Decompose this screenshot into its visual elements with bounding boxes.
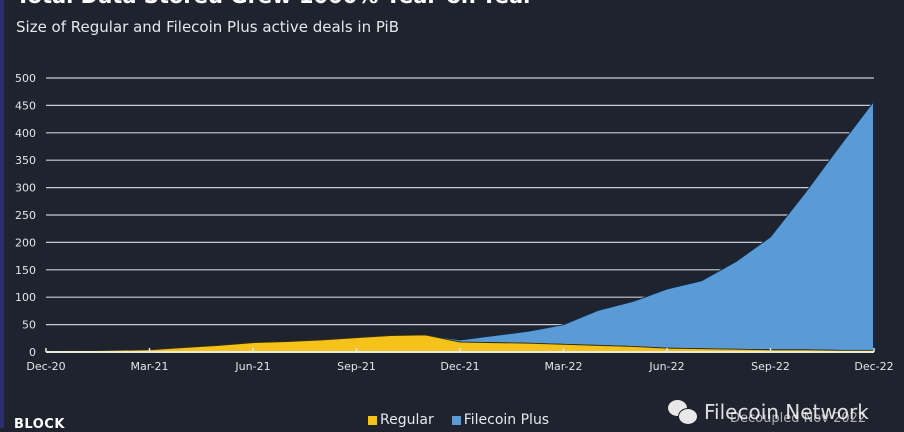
area-filecoin-plus [45,99,875,352]
left-edge-bar [0,0,4,428]
x-axis: Dec-20 Mar-21 Jun-21 Sep-21 Dec-21 Mar-22 Jun-… [26,348,894,373]
area-chart: Dec-20 Mar-21 Jun-21 Sep-21 Dec-21 Mar-22 Jun-… [15,72,894,373]
chart-title: Total Data Stored Grew 1000% Year-on-Yea… [16,0,534,8]
area-regular [45,334,875,353]
y-tick-label: 200 [15,236,36,249]
legend-label-regular: Regular [380,412,434,428]
y-tick-label: 300 [15,182,36,195]
y-tick-label: 0 [29,346,36,359]
x-tick-label: Dec-21 [440,360,479,373]
y-tick-label: 100 [15,291,36,304]
area-series [45,99,875,353]
watermark-text: Filecoin Network [704,400,869,424]
legend-item-regular: Regular [368,412,434,428]
x-tick-label: Jun-21 [234,360,270,373]
legend: Regular Filecoin Plus [368,412,549,428]
legend-swatch-regular [368,415,377,425]
y-tick-label: 50 [22,319,36,332]
x-tick-label: Sep-22 [751,360,790,373]
y-tick-label: 400 [15,127,36,140]
x-tick-label: Sep-21 [337,360,376,373]
legend-label-filecoin-plus: Filecoin Plus [463,412,550,428]
y-tick-label: 500 [15,72,36,85]
x-tick-label: Jun-22 [648,360,684,373]
brand-logo-text: BLOCK [14,417,65,432]
footnote: Decoupled Nov 2022 [730,411,867,426]
x-tick-label: Dec-22 [854,360,893,373]
watermark: Filecoin Network [668,400,869,425]
legend-swatch-filecoin-plus [451,415,461,425]
y-axis: 0 50 100 150 200 250 300 350 400 450 500 [15,72,36,359]
y-tick-label: 350 [15,154,36,167]
wechat-icon [668,400,698,425]
x-tick-label: Mar-22 [544,360,582,373]
x-tick-label: Mar-21 [130,360,168,373]
y-tick-label: 450 [15,99,36,112]
x-tick-label: Dec-20 [26,360,65,373]
y-tick-label: 150 [15,264,36,277]
y-tick-label: 250 [15,209,36,222]
legend-item-filecoin-plus: Filecoin Plus [451,412,550,428]
chart-subtitle: Size of Regular and Filecoin Plus active… [16,18,400,36]
